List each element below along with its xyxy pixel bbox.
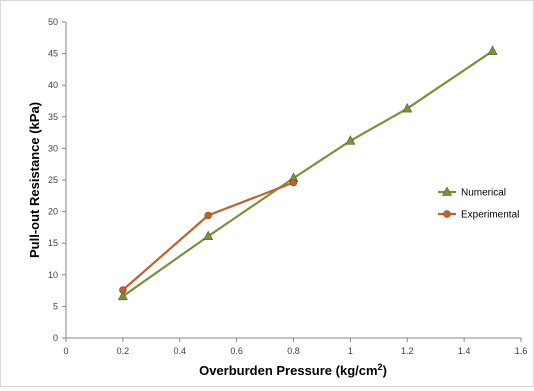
numerical-point xyxy=(203,230,214,241)
legend: Numerical Experimental xyxy=(438,186,519,221)
y-tick-label: 35 xyxy=(48,112,58,122)
y-tick-label: 15 xyxy=(48,238,58,248)
legend-swatch-marker xyxy=(442,186,452,196)
legend-label: Experimental xyxy=(461,210,519,221)
numerical-line xyxy=(122,50,494,298)
numerical-point xyxy=(117,290,128,301)
x-axis-title-sup: 2 xyxy=(378,362,383,372)
legend-label: Numerical xyxy=(461,188,506,199)
y-tick-label: 0 xyxy=(53,333,58,343)
experimental-point xyxy=(204,211,212,220)
x-axis-title: Overburden Pressure (kg/cm2) xyxy=(199,362,387,378)
series-experimental xyxy=(119,178,298,294)
y-tick-label: 25 xyxy=(48,175,58,185)
tick-labels: 0 5 10 15 20 25 30 35 40 45 50 0 0.2 0.4 0.6 0.8 1 1.2 1.4… xyxy=(48,17,527,356)
x-tick-label: 1.2 xyxy=(401,346,414,356)
y-tick-label: 30 xyxy=(48,143,58,153)
x-tick-label: 0 xyxy=(63,346,68,356)
x-axis-title-main: Overburden Pressure (kg/cm xyxy=(199,363,377,378)
x-tick-label: 0.4 xyxy=(173,346,186,356)
x-tick-label: 0.2 xyxy=(117,346,130,356)
experimental-point xyxy=(119,286,127,294)
x-tick-label: 0.8 xyxy=(287,346,300,356)
x-tick-label: 0.6 xyxy=(230,346,243,356)
series-numerical xyxy=(117,45,498,301)
numerical-point xyxy=(487,45,498,55)
experimental-point xyxy=(289,178,298,187)
legend-item-numerical: Numerical xyxy=(438,186,506,199)
y-tick-label: 50 xyxy=(48,17,58,27)
x-tick-label: 1.4 xyxy=(458,346,471,356)
x-tick-label: 1.6 xyxy=(515,346,528,356)
legend-item-experimental: Experimental xyxy=(438,210,519,221)
y-tick-label: 45 xyxy=(48,49,58,59)
y-tick-label: 5 xyxy=(53,301,58,311)
numerical-point xyxy=(402,102,413,113)
y-tick-label: 20 xyxy=(48,207,58,217)
y-axis-title: Pull-out Resistance (kPa) xyxy=(27,102,42,258)
y-tick-label: 10 xyxy=(48,270,58,280)
numerical-point xyxy=(345,135,356,145)
x-tick-label: 1 xyxy=(348,346,353,356)
legend-swatch-marker xyxy=(443,210,451,218)
x-axis-title-suffix: ) xyxy=(383,363,387,378)
series-layer xyxy=(117,45,498,301)
y-tick-label: 40 xyxy=(48,80,58,90)
